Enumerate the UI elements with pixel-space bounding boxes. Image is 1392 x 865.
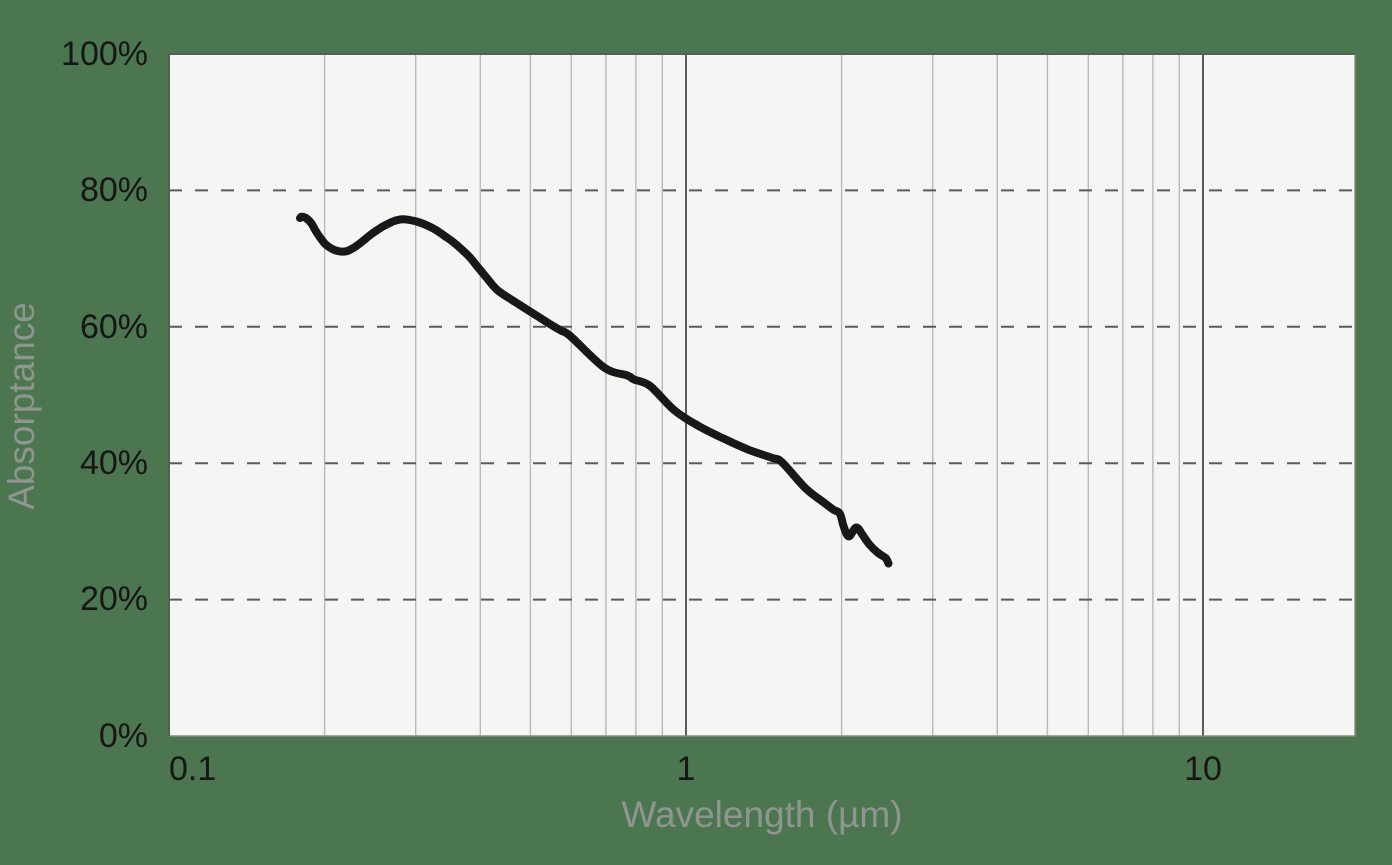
svg-text:60%: 60%: [80, 308, 148, 346]
svg-text:Wavelength (µm): Wavelength (µm): [621, 794, 902, 835]
svg-text:80%: 80%: [80, 171, 148, 209]
svg-text:20%: 20%: [80, 580, 148, 618]
svg-text:0%: 0%: [99, 717, 148, 755]
svg-text:0.1: 0.1: [169, 750, 216, 788]
svg-text:Absorptance: Absorptance: [1, 302, 42, 510]
svg-text:40%: 40%: [80, 444, 148, 482]
svg-text:10: 10: [1184, 750, 1222, 788]
svg-text:1: 1: [677, 750, 696, 788]
svg-text:100%: 100%: [61, 35, 148, 73]
